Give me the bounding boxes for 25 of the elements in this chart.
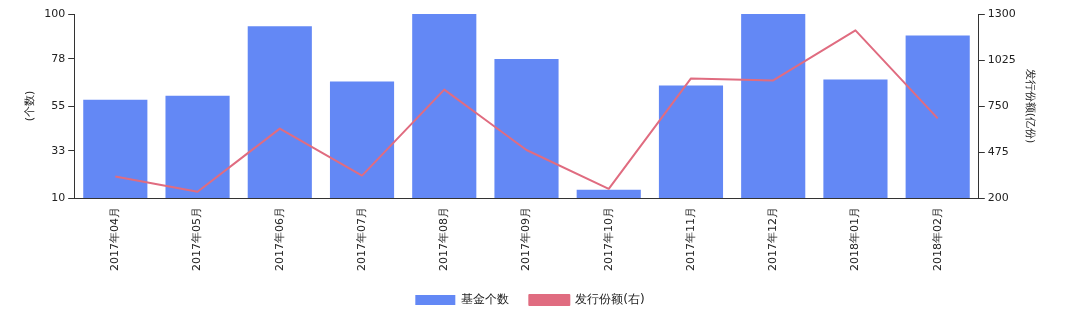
y2-tick-label: 750	[987, 98, 1009, 112]
y-tick-label: 100	[44, 6, 66, 20]
y-tick-label: 10	[51, 190, 66, 204]
x-tick-label: 2018年01月	[848, 207, 862, 272]
y-tick-label: 55	[51, 98, 66, 112]
x-tick-label: 2018年02月	[930, 207, 944, 272]
y2-tick-label: 200	[987, 190, 1009, 204]
x-tick-label: 2017年05月	[190, 207, 204, 272]
x-tick-label: 2017年08月	[437, 207, 451, 272]
x-tick-label: 2017年07月	[354, 207, 368, 272]
y2-axis-title: 发行份额(亿份)	[1023, 68, 1037, 144]
y-tick-label: 78	[51, 51, 66, 65]
y2-tick-label: 1025	[987, 52, 1016, 66]
y2-tick-label: 1300	[987, 6, 1016, 20]
x-tick-label: 2017年04月	[108, 207, 122, 272]
y-axis-title: (个数)	[23, 90, 37, 122]
x-tick-label: 2017年10月	[601, 207, 615, 272]
legend-label: 发行份额(右)	[575, 292, 645, 307]
x-tick-label: 2017年12月	[766, 207, 780, 272]
y2-tick-label: 475	[987, 144, 1009, 158]
x-tick-label: 2017年09月	[519, 207, 533, 272]
legend-label: 基金个数	[461, 292, 510, 307]
x-tick-label: 2017年11月	[683, 207, 697, 272]
y-tick-label: 33	[51, 143, 66, 157]
x-tick-label: 2017年06月	[272, 207, 286, 272]
